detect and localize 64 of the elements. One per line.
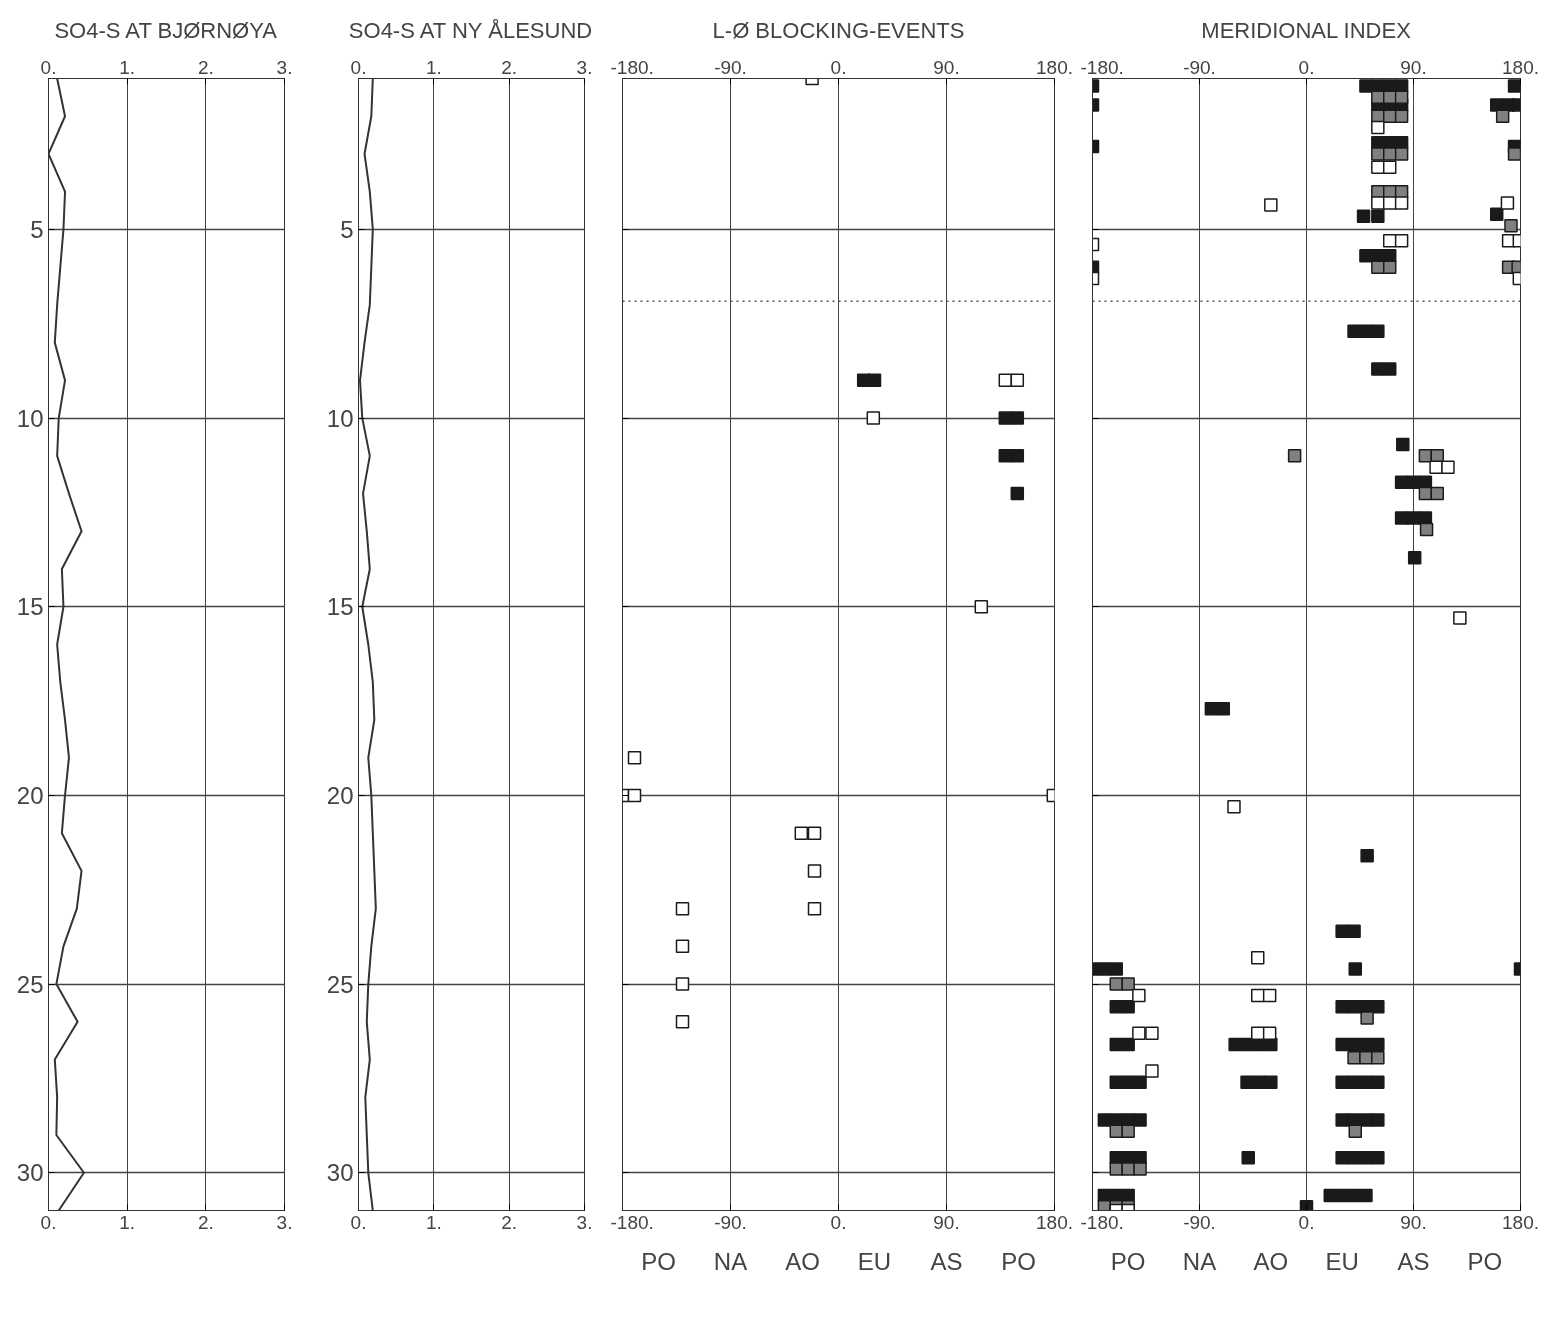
y-tick-label: 5 — [340, 215, 354, 243]
x2-tick-label: 0. — [350, 56, 367, 78]
text: PO — [1467, 1247, 1503, 1275]
x2-tick-label: 2. — [501, 56, 518, 78]
x2-tick-label: 0. — [1298, 56, 1315, 78]
x2-tick-label: 90. — [1400, 56, 1427, 78]
text: AO — [1253, 1247, 1289, 1275]
y-tick-label: 20 — [326, 781, 354, 809]
x-tick-label: 0. — [1298, 1211, 1315, 1233]
y-tick-label: 10 — [326, 404, 354, 432]
text: PO — [641, 1247, 676, 1275]
y-tick-label: 15 — [326, 593, 354, 621]
x2-tick-label: 180. — [1036, 56, 1073, 78]
x-tick-label: 90. — [933, 1211, 960, 1233]
text: AS — [930, 1247, 963, 1275]
x-tick-label: 180. — [1036, 1211, 1073, 1233]
chart-title: SO4-S AT BJØRNØYA — [54, 17, 278, 43]
x-tick-label: -90. — [714, 1211, 747, 1233]
x2-tick-label: 0. — [40, 56, 57, 78]
y-tick-label: 30 — [16, 1159, 44, 1187]
x-tick-label: 2. — [501, 1211, 518, 1233]
x-tick-label: 3. — [576, 1211, 593, 1233]
x-tick-label: 0. — [350, 1211, 367, 1233]
x-tick-label: -90. — [1183, 1211, 1216, 1233]
y-tick-label: 25 — [326, 970, 354, 998]
x-tick-label: 0. — [830, 1211, 847, 1233]
y-tick-label: 5 — [30, 215, 44, 243]
x2-tick-label: 3. — [576, 56, 593, 78]
x2-tick-label: -90. — [714, 56, 747, 78]
text: NA — [1182, 1247, 1217, 1275]
x2-tick-label: -180. — [1080, 56, 1124, 78]
text: NA — [713, 1247, 748, 1275]
chart-title: SO4-S AT NY ÅLESUND — [348, 17, 593, 43]
y-tick-label: 10 — [16, 404, 44, 432]
x-tick-label: -180. — [610, 1211, 654, 1233]
x2-tick-label: 0. — [830, 56, 847, 78]
text: AO — [785, 1247, 820, 1275]
text: EU — [857, 1247, 892, 1275]
x2-tick-label: 180. — [1502, 56, 1539, 78]
x-tick-label: 1. — [119, 1211, 136, 1233]
x2-tick-label: 1. — [425, 56, 442, 78]
x-tick-label: 2. — [197, 1211, 214, 1233]
y-tick-label: 20 — [16, 781, 44, 809]
y-tick-label: 25 — [16, 970, 44, 998]
x2-tick-label: 1. — [119, 56, 136, 78]
x2-tick-label: 2. — [197, 56, 214, 78]
text: EU — [1325, 1247, 1359, 1275]
x-tick-label: 180. — [1502, 1211, 1539, 1233]
chart-title: L-Ø BLOCKING-EVENTS — [712, 17, 965, 43]
x2-tick-label: -90. — [1183, 56, 1216, 78]
y-tick-label: 15 — [16, 593, 44, 621]
x2-tick-label: 3. — [276, 56, 293, 78]
x-tick-label: -180. — [1080, 1211, 1124, 1233]
x-tick-label: 1. — [425, 1211, 442, 1233]
y-tick-label: 30 — [326, 1159, 354, 1187]
x-tick-label: 3. — [276, 1211, 293, 1233]
x2-tick-label: -180. — [610, 56, 654, 78]
chart-title: MERIDIONAL INDEX — [1201, 17, 1412, 43]
text: PO — [1001, 1247, 1036, 1275]
x2-tick-label: 90. — [933, 56, 960, 78]
x-tick-label: 90. — [1400, 1211, 1427, 1233]
x-tick-label: 0. — [40, 1211, 57, 1233]
text: AS — [1397, 1247, 1430, 1275]
text: PO — [1110, 1247, 1146, 1275]
